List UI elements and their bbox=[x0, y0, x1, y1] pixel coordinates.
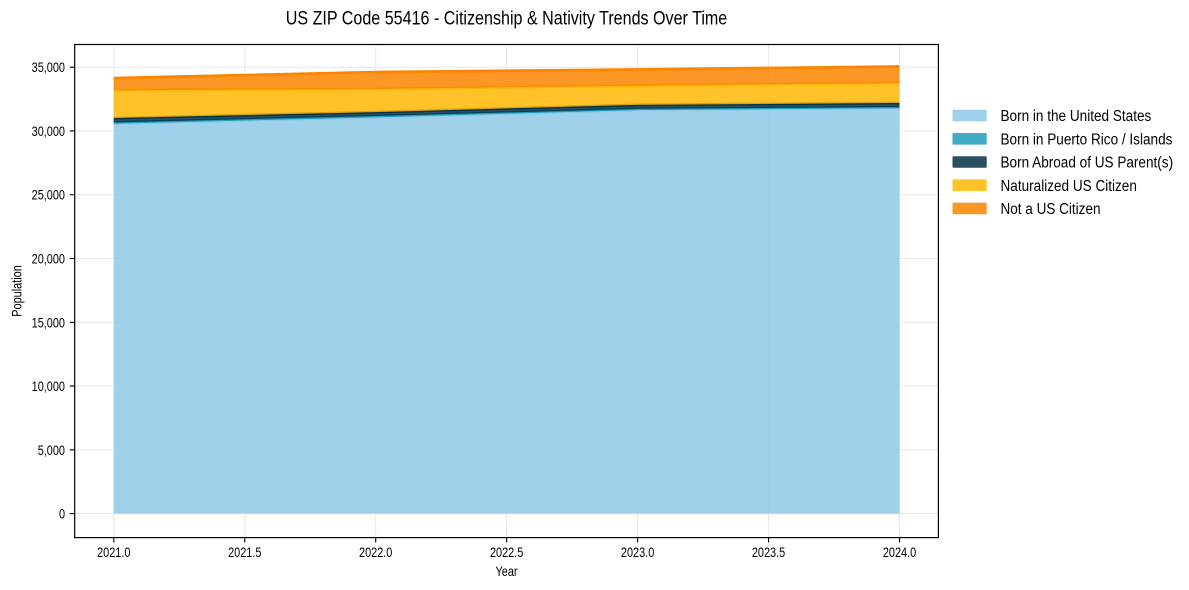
svg-text:US ZIP Code 55416 - Citizenshi: US ZIP Code 55416 - Citizenship & Nativi… bbox=[286, 8, 728, 30]
svg-text:Population: Population bbox=[8, 265, 24, 317]
svg-text:Year: Year bbox=[495, 563, 517, 579]
svg-text:2023.0: 2023.0 bbox=[621, 544, 655, 560]
svg-text:Born in Puerto Rico / Islands: Born in Puerto Rico / Islands bbox=[1001, 131, 1173, 148]
svg-text:10,000: 10,000 bbox=[32, 378, 66, 394]
svg-text:Born Abroad of US Parent(s): Born Abroad of US Parent(s) bbox=[1001, 155, 1174, 172]
svg-text:2021.0: 2021.0 bbox=[97, 544, 131, 560]
svg-text:2022.5: 2022.5 bbox=[490, 544, 524, 560]
svg-text:20,000: 20,000 bbox=[32, 251, 66, 267]
svg-text:0: 0 bbox=[59, 506, 65, 522]
svg-text:2023.5: 2023.5 bbox=[752, 544, 786, 560]
svg-text:2024.0: 2024.0 bbox=[883, 544, 917, 560]
svg-text:30,000: 30,000 bbox=[32, 123, 66, 139]
svg-text:35,000: 35,000 bbox=[32, 59, 66, 75]
svg-text:2022.0: 2022.0 bbox=[359, 544, 393, 560]
svg-text:5,000: 5,000 bbox=[38, 442, 66, 458]
svg-text:25,000: 25,000 bbox=[32, 187, 66, 203]
svg-text:2021.5: 2021.5 bbox=[228, 544, 262, 560]
svg-text:Not a US Citizen: Not a US Citizen bbox=[1001, 201, 1101, 218]
svg-text:Naturalized US Citizen: Naturalized US Citizen bbox=[1001, 178, 1137, 195]
svg-text:Born in the United States: Born in the United States bbox=[1001, 108, 1152, 125]
svg-text:15,000: 15,000 bbox=[32, 314, 66, 330]
